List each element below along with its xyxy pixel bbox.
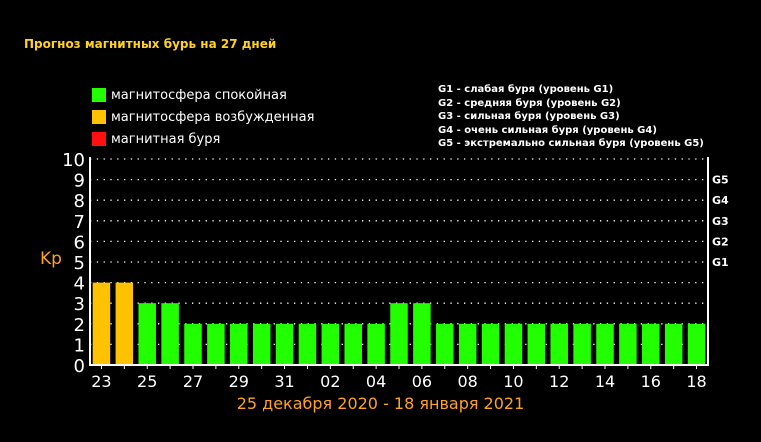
glevel-g3: G3 - сильная буря (уровень G3) — [438, 111, 620, 122]
bar-23-15 — [619, 323, 637, 365]
x-tick-label-23: 23 — [91, 372, 111, 391]
y-tick-label-0: 0 — [74, 356, 85, 377]
legend-item-excited: магнитосфера возбужденная — [92, 106, 314, 128]
bar-24-16 — [642, 323, 660, 365]
glevel-g1: G1 - слабая буря (уровень G1) — [438, 84, 614, 95]
x-tick-label-10: 10 — [503, 372, 523, 391]
bar-12-04 — [367, 323, 385, 365]
bar-6-29 — [230, 323, 248, 365]
bar-2-25 — [138, 303, 156, 365]
x-tick-label-25: 25 — [137, 372, 157, 391]
y-tick-label-9: 9 — [74, 171, 85, 192]
x-tick-label-27: 27 — [183, 372, 203, 391]
bar-1-24 — [115, 282, 134, 365]
x-tick-label-16: 16 — [641, 372, 661, 391]
y-tick-label-3: 3 — [74, 294, 85, 315]
x-tick-label-02: 02 — [320, 372, 340, 391]
glevel-g5: G5 - экстремально сильная буря (уровень … — [438, 138, 704, 149]
bar-20-12 — [550, 323, 568, 365]
y-tick-label-6: 6 — [74, 232, 85, 253]
y-tick-label-4: 4 — [74, 274, 85, 295]
y-tick-label-5: 5 — [74, 253, 85, 274]
bar-15-07 — [436, 323, 454, 365]
right-tick-label-g1: G1 — [712, 256, 729, 269]
bar-0-23 — [92, 282, 111, 365]
chart-title: Прогноз магнитных бурь на 27 дней — [24, 37, 277, 51]
legend-label-storm: магнитная буря — [111, 131, 221, 147]
bar-13-05 — [390, 303, 408, 365]
bar-11-03 — [344, 323, 362, 365]
x-tick-label-31: 31 — [274, 372, 294, 391]
x-axis-date-range: 25 декабря 2020 - 18 января 2021 — [236, 394, 525, 413]
legend-item-quiet: магнитосфера спокойная — [92, 84, 314, 106]
bar-7-30 — [252, 323, 271, 365]
x-tick-label-08: 08 — [457, 372, 477, 391]
bar-19-11 — [527, 323, 546, 365]
right-tick-label-g4: G4 — [712, 194, 729, 207]
right-tick-label-g2: G2 — [712, 235, 729, 248]
legend-swatch-quiet — [92, 88, 106, 102]
legend-swatch-storm — [92, 132, 106, 146]
bar-10-02 — [321, 323, 340, 365]
legend-label-quiet: магнитосфера спокойная — [111, 87, 287, 103]
bar-16-08 — [458, 323, 477, 365]
bar-3-26 — [161, 303, 179, 365]
storm-level-key: G1 - слабая буря (уровень G1) G2 - средн… — [438, 83, 704, 151]
glevel-g2: G2 - средняя буря (уровень G2) — [438, 97, 621, 109]
legend-label-excited: магнитосфера возбужденная — [111, 109, 315, 125]
legend-item-storm: магнитная буря — [92, 128, 314, 150]
x-tick-label-12: 12 — [549, 372, 569, 391]
bar-26-18 — [687, 323, 706, 365]
right-tick-label-g3: G3 — [712, 215, 729, 228]
bar-4-27 — [184, 323, 202, 365]
x-tick-label-29: 29 — [229, 372, 249, 391]
legend: магнитосфера спокойная магнитосфера возб… — [92, 84, 314, 150]
y-tick-label-7: 7 — [74, 212, 85, 233]
glevel-g4: G4 - очень сильная буря (уровень G4) — [438, 124, 657, 136]
y-tick-label-2: 2 — [74, 315, 85, 336]
x-tick-label-18: 18 — [686, 372, 706, 391]
bar-25-17 — [664, 323, 683, 365]
y-axis-label: Kp — [40, 249, 62, 269]
y-tick-label-8: 8 — [74, 191, 85, 212]
y-tick-label-1: 1 — [74, 335, 85, 356]
bar-21-13 — [573, 323, 591, 365]
legend-swatch-excited — [92, 110, 106, 124]
x-tick-label-14: 14 — [595, 372, 615, 391]
y-tick-label-10: 10 — [62, 150, 85, 171]
bar-14-06 — [413, 303, 431, 365]
bar-17-09 — [481, 323, 500, 365]
x-tick-label-04: 04 — [366, 372, 386, 391]
bar-22-14 — [596, 323, 614, 365]
right-tick-label-g5: G5 — [712, 174, 729, 187]
bar-8-31 — [275, 323, 294, 365]
bar-5-28 — [207, 323, 225, 365]
x-tick-label-06: 06 — [412, 372, 432, 391]
bar-18-10 — [504, 323, 523, 365]
bar-9-01 — [298, 323, 317, 365]
